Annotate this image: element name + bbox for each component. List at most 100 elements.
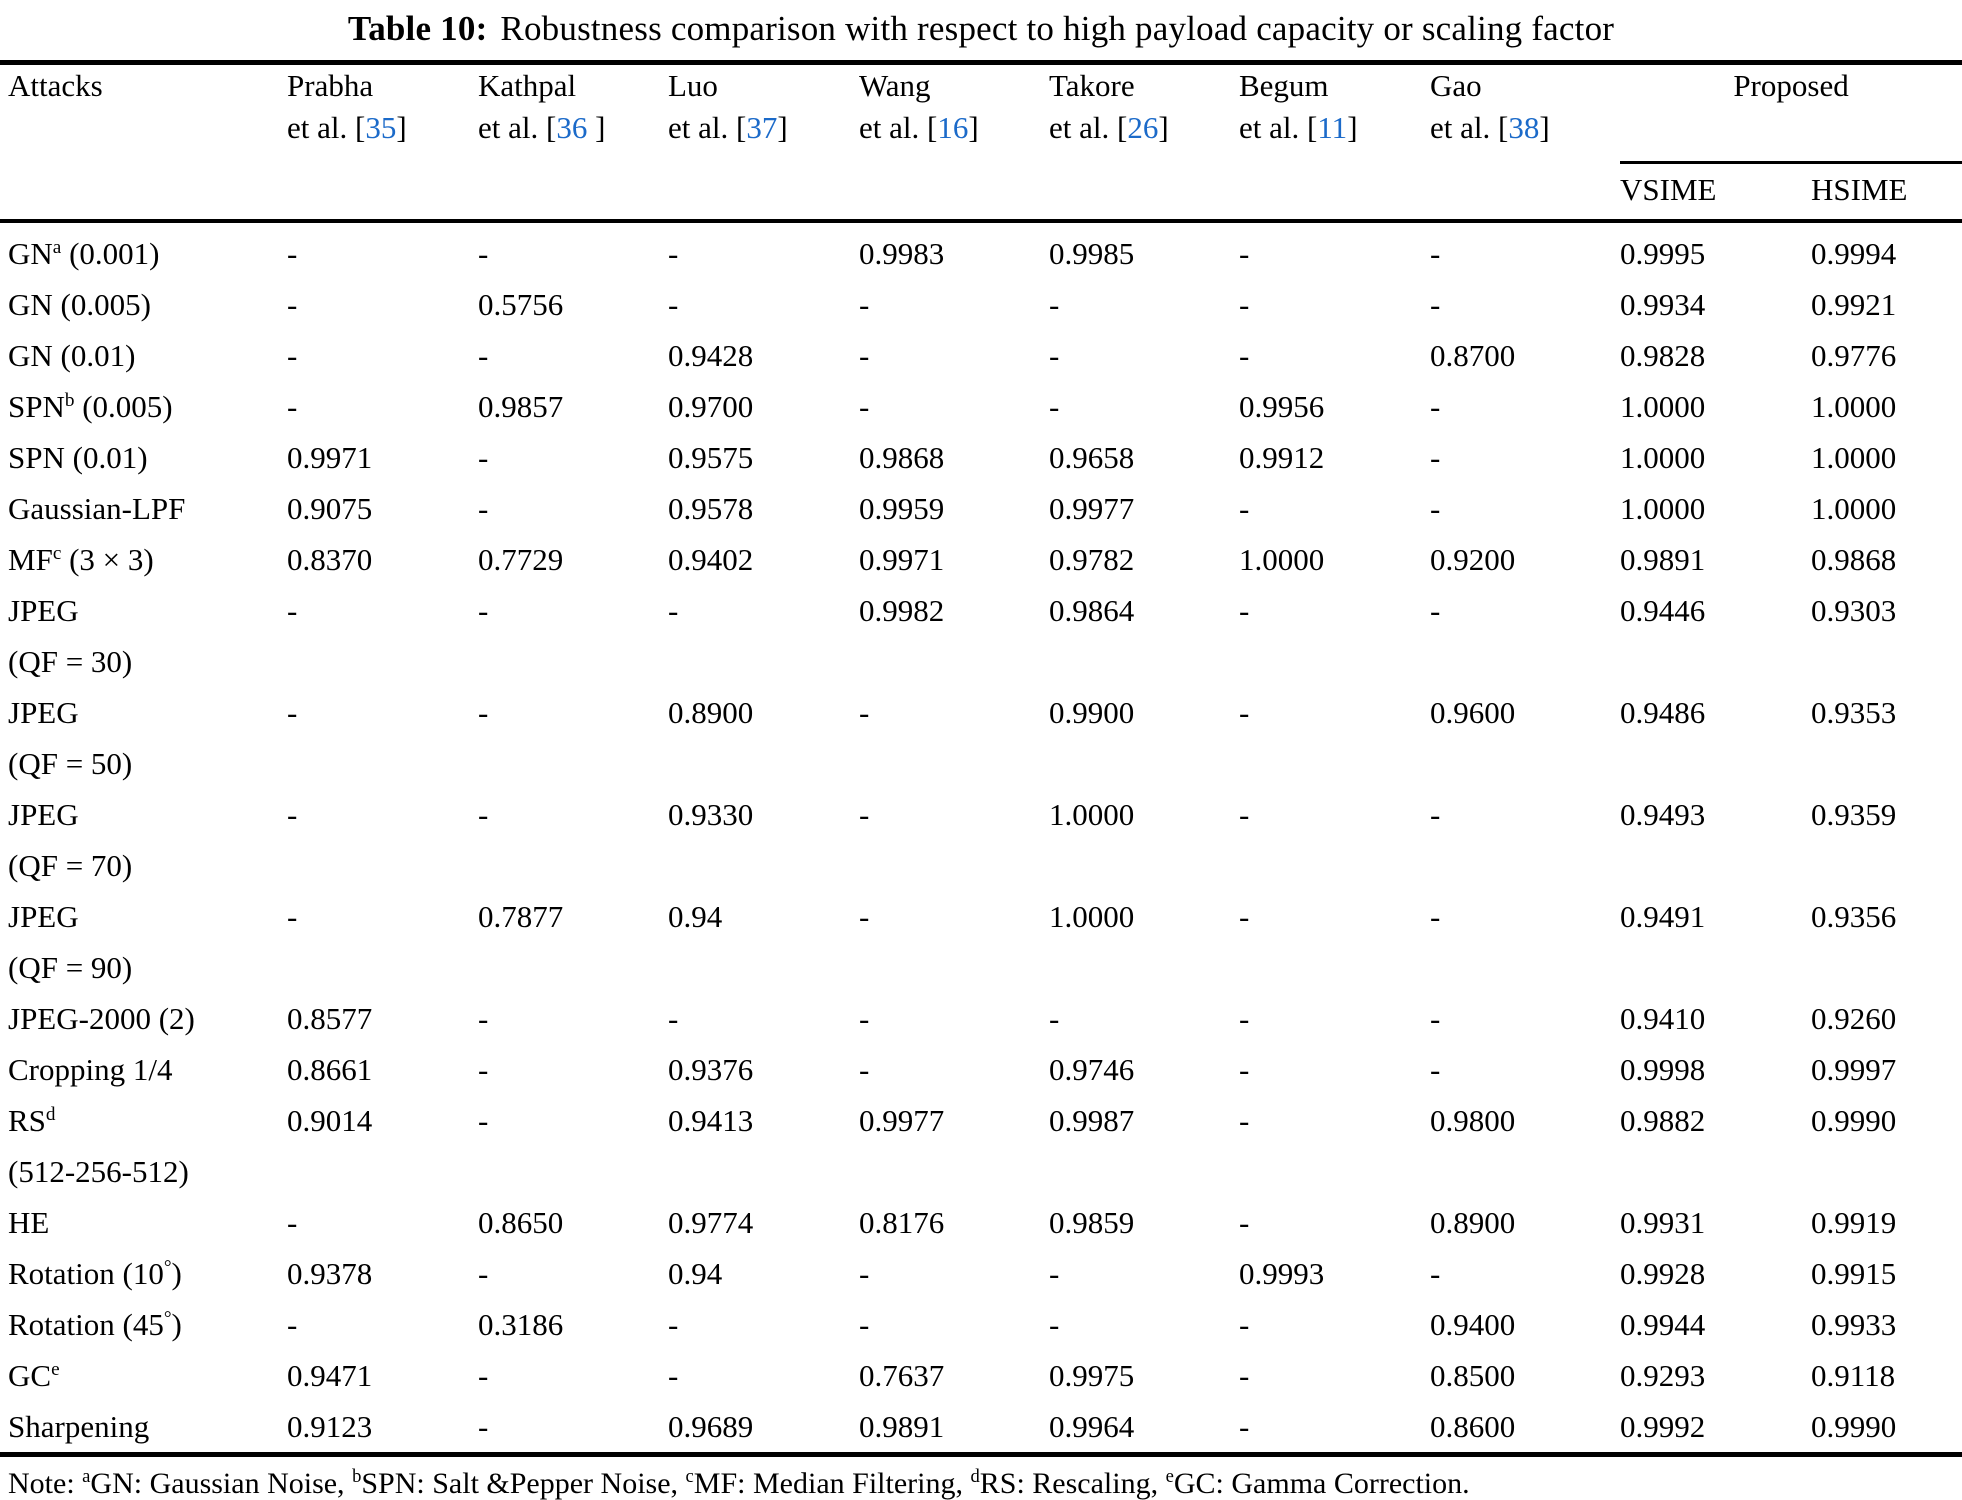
robustness-table: Attacks Prabha et al. [35] Kathpal et al… — [0, 60, 1962, 1457]
value-cell: - — [859, 286, 870, 322]
value-cell: - — [478, 1102, 489, 1138]
header-row-metrics: VSIME HSIME — [0, 162, 1962, 223]
header-row-methods: Attacks Prabha et al. [35] Kathpal et al… — [0, 62, 1962, 223]
method-citation: et al. [38] — [1430, 110, 1550, 145]
value-cell: - — [287, 235, 298, 271]
value-cell: 0.9919 — [1811, 1204, 1897, 1240]
value-cell: - — [1430, 592, 1441, 628]
value-cell: - — [668, 1000, 679, 1036]
value-cell: 0.8577 — [287, 1000, 373, 1036]
value-cell: 0.9413 — [668, 1102, 754, 1138]
value-cell: 0.9293 — [1620, 1357, 1706, 1393]
table-row: GN (0.005) - 0.5756 - - - - - 0.9934 0.9921 — [0, 279, 1962, 330]
value-cell: 1.0000 — [1049, 796, 1135, 832]
value-cell: - — [1239, 1051, 1250, 1087]
value-cell: - — [287, 286, 298, 322]
value-cell: 0.9493 — [1620, 796, 1706, 832]
value-cell: 0.9575 — [668, 439, 754, 475]
table-row: Rotation (45°) - 0.3186 - - - - 0.9400 0.9944 0.9… — [0, 1299, 1962, 1350]
table-row: JPEG (QF = 50) - - 0.8900 - 0.9900 - 0.9600 0.948… — [0, 687, 1962, 789]
proposed-label: Proposed — [1733, 68, 1849, 103]
value-cell: 0.9944 — [1620, 1306, 1706, 1342]
value-cell: 0.9998 — [1620, 1051, 1706, 1087]
method-name: Gao — [1430, 68, 1482, 103]
value-cell: - — [478, 337, 489, 373]
value-cell: - — [478, 1255, 489, 1291]
value-cell: 0.9471 — [287, 1357, 373, 1393]
value-cell: 0.7877 — [478, 898, 564, 934]
value-cell: 0.9658 — [1049, 439, 1135, 475]
value-cell: 0.9402 — [668, 541, 754, 577]
value-cell: - — [478, 796, 489, 832]
attack-label: RSd (512-256-512) — [8, 1102, 189, 1189]
value-cell: 0.9330 — [668, 796, 754, 832]
value-cell: 0.9857 — [478, 388, 564, 424]
attack-label: SPN (0.01) — [8, 439, 148, 475]
value-cell: 0.9987 — [1049, 1102, 1135, 1138]
table-row: JPEG (QF = 70) - - 0.9330 - 1.0000 - - 0.9493 0.93… — [0, 789, 1962, 891]
value-cell: 0.9859 — [1049, 1204, 1135, 1240]
value-cell: - — [1239, 235, 1250, 271]
col-header-kathpal: Kathpal et al. [36 ] — [478, 62, 668, 223]
attack-label: Cropping 1/4 — [8, 1051, 173, 1087]
value-cell: 0.9378 — [287, 1255, 373, 1291]
value-cell: 0.9882 — [1620, 1102, 1706, 1138]
method-name: Takore — [1049, 68, 1135, 103]
value-cell: 0.9990 — [1811, 1408, 1897, 1444]
value-cell: 0.9600 — [1430, 694, 1516, 730]
value-cell: 0.9303 — [1811, 592, 1897, 628]
value-cell: 1.0000 — [1811, 439, 1897, 475]
table-row: GCe 0.9471 - - 0.7637 0.9975 - 0.8500 0.9293 0.91… — [0, 1350, 1962, 1401]
value-cell: 0.8600 — [1430, 1408, 1516, 1444]
value-cell: 0.9994 — [1811, 235, 1897, 271]
value-cell: - — [1049, 1000, 1060, 1036]
value-cell: 0.9985 — [1049, 235, 1135, 271]
col-header-vsime: VSIME — [1620, 162, 1811, 223]
value-cell: - — [478, 235, 489, 271]
value-cell: 0.9782 — [1049, 541, 1135, 577]
value-cell: 1.0000 — [1620, 439, 1706, 475]
attack-label: SPNb (0.005) — [8, 388, 173, 424]
value-cell: 0.9446 — [1620, 592, 1706, 628]
col-header-begum: Begum et al. [11] — [1239, 62, 1430, 223]
value-cell: 0.9983 — [859, 235, 945, 271]
value-cell: 0.9359 — [1811, 796, 1897, 832]
value-cell: 0.9400 — [1430, 1306, 1516, 1342]
value-cell: 0.8900 — [1430, 1204, 1516, 1240]
value-cell: - — [668, 592, 679, 628]
value-cell: 0.9993 — [1239, 1255, 1325, 1291]
value-cell: 0.9868 — [859, 439, 945, 475]
value-cell: 0.5756 — [478, 286, 564, 322]
value-cell: 0.9933 — [1811, 1306, 1897, 1342]
value-cell: 0.9995 — [1620, 235, 1706, 271]
value-cell: - — [287, 898, 298, 934]
value-cell: - — [859, 388, 870, 424]
attack-label: JPEG (QF = 50) — [8, 694, 133, 781]
attack-label: Rotation (10°) — [8, 1255, 182, 1291]
value-cell: 0.9075 — [287, 490, 373, 526]
value-cell: - — [478, 490, 489, 526]
value-cell: 0.9971 — [287, 439, 373, 475]
value-cell: - — [1239, 490, 1250, 526]
value-cell: 0.7729 — [478, 541, 564, 577]
value-cell: - — [287, 1204, 298, 1240]
value-cell: 0.9428 — [668, 337, 754, 373]
value-cell: - — [1430, 1255, 1441, 1291]
value-cell: - — [1239, 1357, 1250, 1393]
table-row: SPN (0.01) 0.9971 - 0.9575 0.9868 0.9658 0.991… — [0, 432, 1962, 483]
attack-label: JPEG (QF = 90) — [8, 898, 133, 985]
value-cell: 0.9990 — [1811, 1102, 1897, 1138]
value-cell: 0.9800 — [1430, 1102, 1516, 1138]
value-cell: 0.9891 — [1620, 541, 1706, 577]
value-cell: 0.8176 — [859, 1204, 945, 1240]
value-cell: 0.9971 — [859, 541, 945, 577]
value-cell: - — [1430, 439, 1441, 475]
attack-label: GN (0.005) — [8, 286, 151, 322]
value-cell: - — [859, 337, 870, 373]
value-cell: - — [287, 694, 298, 730]
value-cell: - — [1239, 1204, 1250, 1240]
table-footnote: Note: aGN: Gaussian Noise, bSPN: Salt &P… — [8, 1466, 1470, 1500]
value-cell: - — [668, 286, 679, 322]
value-cell: 0.9975 — [1049, 1357, 1135, 1393]
